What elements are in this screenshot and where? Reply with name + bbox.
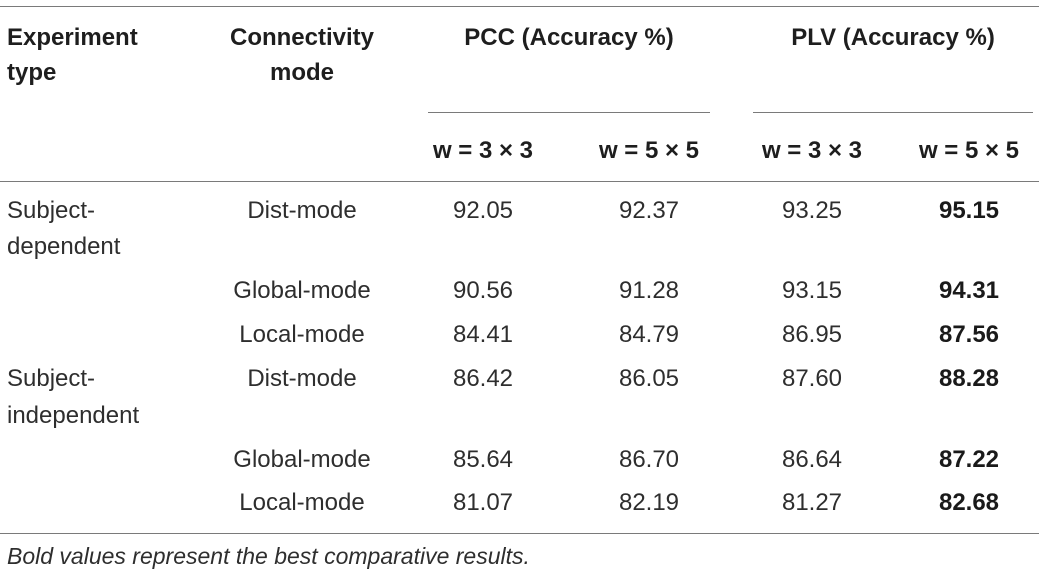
value-cell: 84.41 (452, 321, 514, 348)
header-pcc: PCC (Accuracy %) (464, 24, 674, 51)
header-experiment-type-line1: Experiment (7, 24, 138, 51)
plv-group-rule (753, 112, 1033, 113)
experiment-type-line2: independent (7, 402, 140, 429)
table-bottom-rule (0, 533, 1039, 534)
experiment-type-line1: Subject- (7, 197, 96, 224)
connectivity-mode: Global-mode (233, 277, 371, 304)
subheader-pcc-w5: w = 5 × 5 (598, 137, 700, 164)
pcc-group-rule (428, 112, 710, 113)
value-cell: 92.05 (452, 197, 514, 224)
value-cell: 91.28 (618, 277, 680, 304)
experiment-type-line1: Subject- (7, 365, 96, 392)
connectivity-mode: Global-mode (233, 446, 371, 473)
value-cell: 93.25 (781, 197, 843, 224)
best-value-cell: 95.15 (938, 197, 1000, 224)
value-cell: 82.19 (618, 489, 680, 516)
value-cell: 87.60 (781, 365, 843, 392)
value-cell: 86.05 (618, 365, 680, 392)
header-connectivity-line2: mode (269, 59, 334, 86)
value-cell: 86.95 (781, 321, 843, 348)
value-cell: 92.37 (618, 197, 680, 224)
best-value-cell: 88.28 (938, 365, 1000, 392)
value-cell: 90.56 (452, 277, 514, 304)
top-rule (0, 6, 1039, 7)
connectivity-mode: Local-mode (239, 489, 365, 516)
header-experiment-type-line2: type (7, 59, 57, 86)
connectivity-mode: Dist-mode (247, 365, 357, 392)
header-bottom-rule (0, 181, 1039, 182)
value-cell: 85.64 (452, 446, 514, 473)
value-cell: 93.15 (781, 277, 843, 304)
best-value-cell: 94.31 (938, 277, 1000, 304)
subheader-pcc-w3: w = 3 × 3 (432, 137, 534, 164)
experiment-type-line2: dependent (7, 233, 121, 260)
value-cell: 81.27 (781, 489, 843, 516)
value-cell: 81.07 (452, 489, 514, 516)
best-value-cell: 87.56 (938, 321, 1000, 348)
best-value-cell: 82.68 (938, 489, 1000, 516)
subheader-plv-w5: w = 5 × 5 (918, 137, 1020, 164)
table-footnote: Bold values represent the best comparati… (7, 543, 530, 569)
value-cell: 86.42 (452, 365, 514, 392)
value-cell: 86.70 (618, 446, 680, 473)
value-cell: 86.64 (781, 446, 843, 473)
subheader-plv-w3: w = 3 × 3 (761, 137, 863, 164)
value-cell: 84.79 (618, 321, 680, 348)
connectivity-mode: Local-mode (239, 321, 365, 348)
header-connectivity-line1: Connectivity (229, 24, 375, 51)
connectivity-mode: Dist-mode (247, 197, 357, 224)
best-value-cell: 87.22 (938, 446, 1000, 473)
header-plv: PLV (Accuracy %) (791, 24, 995, 51)
